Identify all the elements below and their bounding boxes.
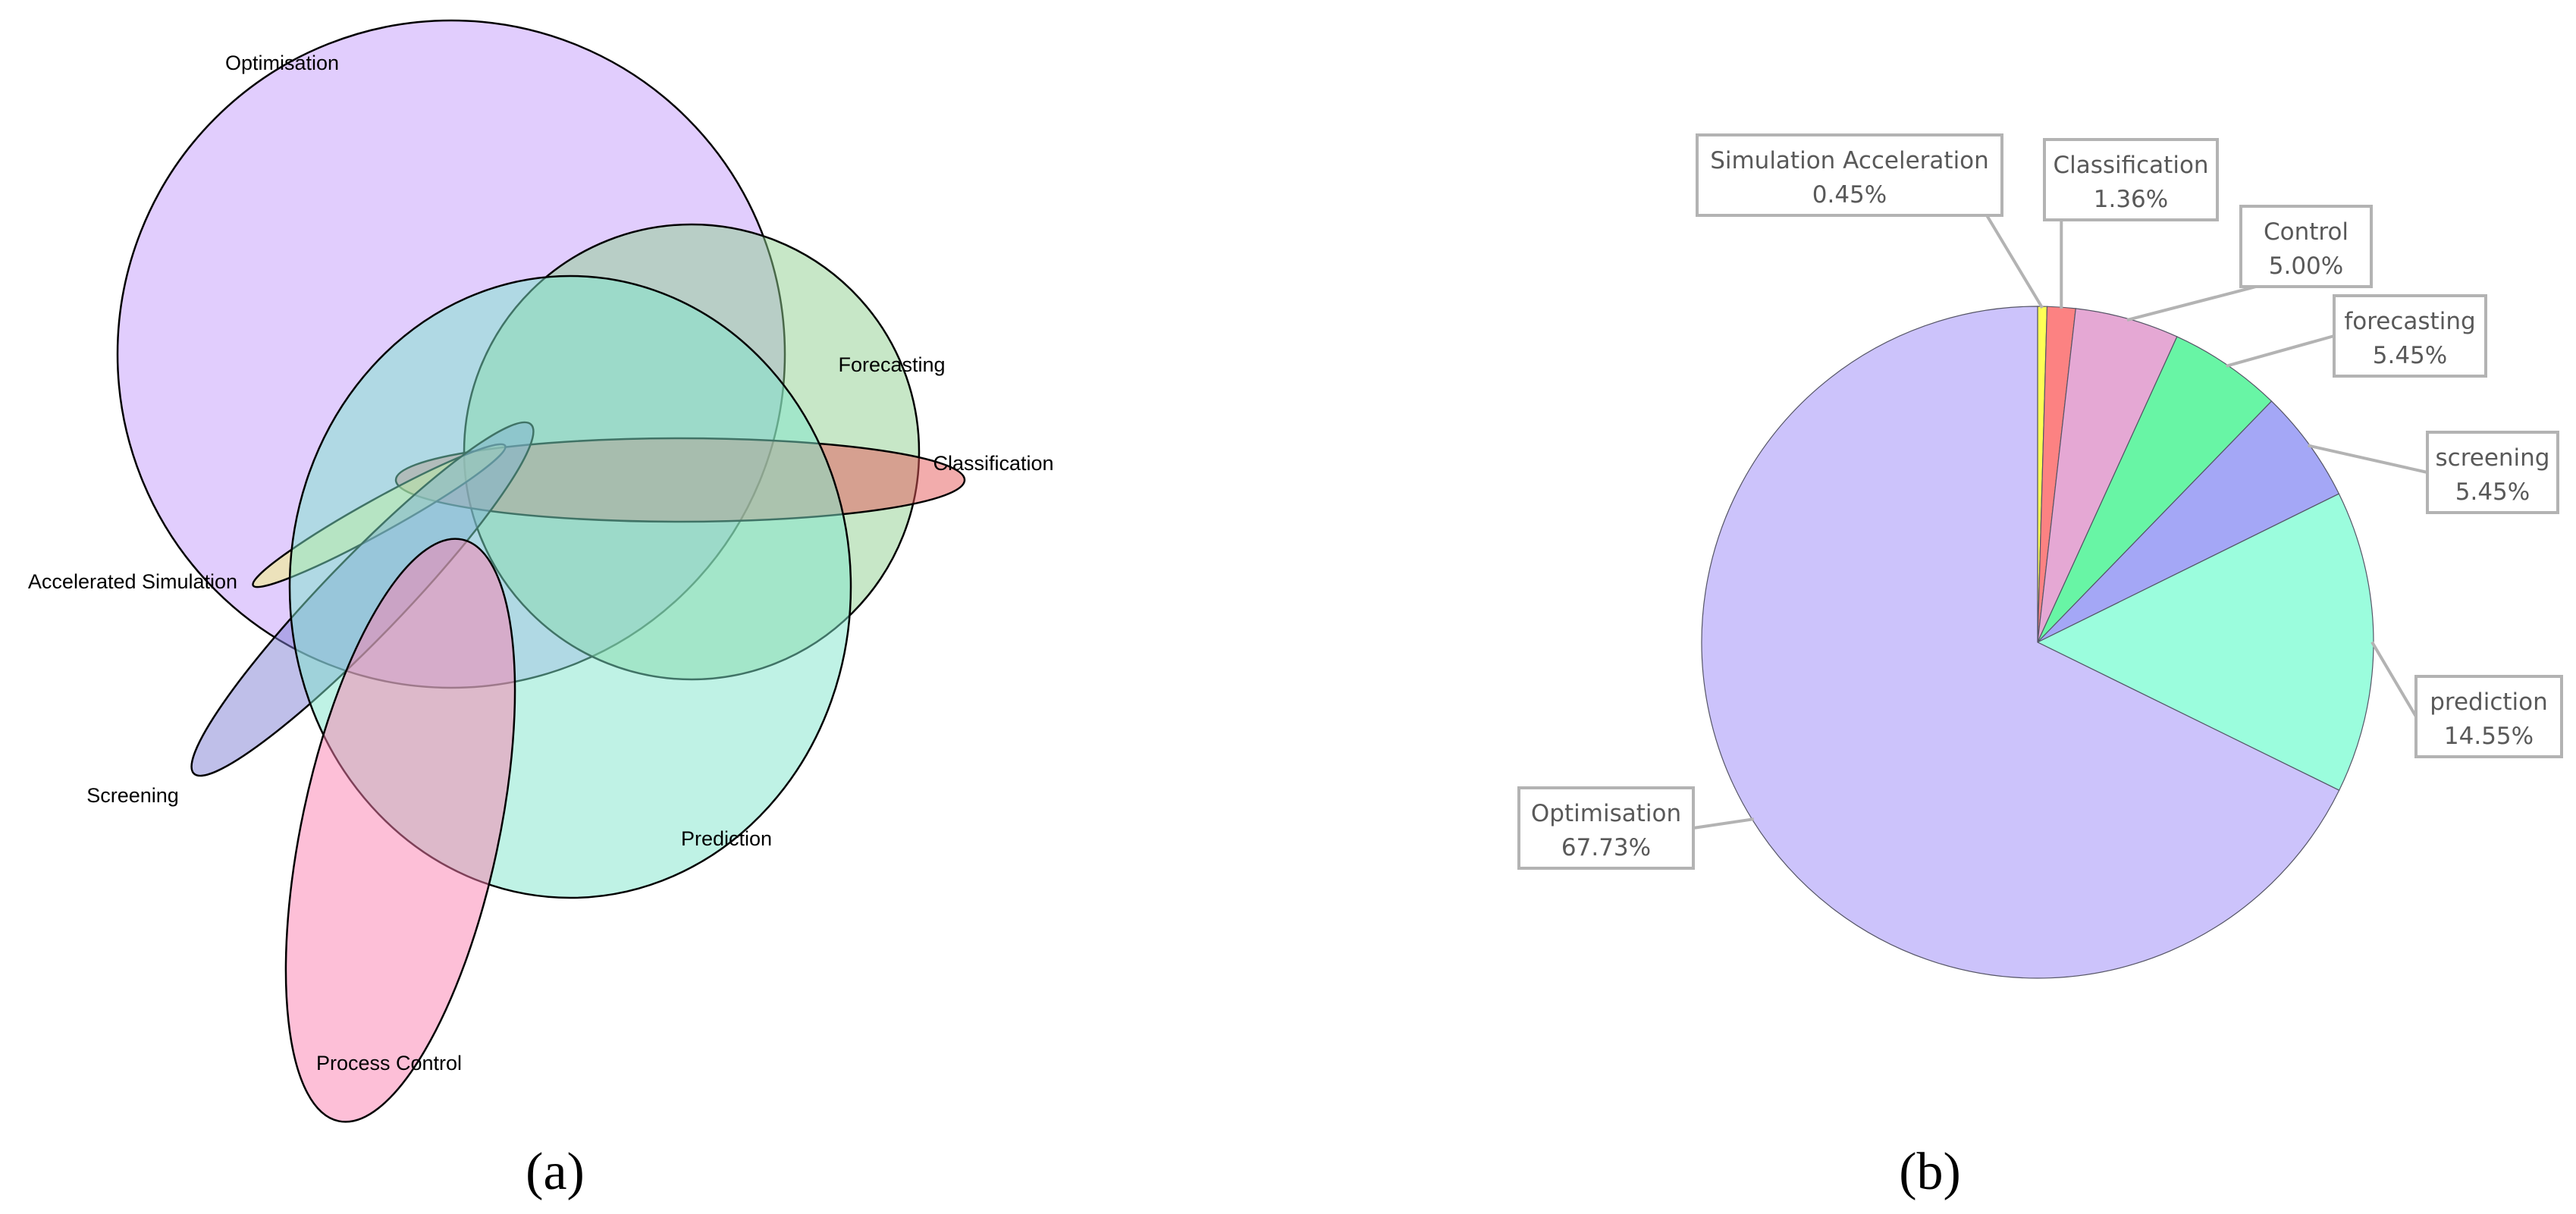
pie-slices — [1701, 306, 2374, 979]
pie-leader-optimisation — [1693, 817, 1754, 830]
pie-labels: Simulation Acceleration 0.45% Classificati… — [1517, 133, 2563, 870]
venn-shapes — [116, 19, 966, 1123]
pie-label-box — [2239, 205, 2373, 288]
pie-label-optimisation: Optimisation 67.73% — [1517, 786, 1695, 870]
venn-labels: Optimisation Forecasting Classification Acc… — [28, 52, 1054, 1074]
pie-label-percent: 5.00% — [2269, 253, 2343, 280]
venn-label-forecasting: Forecasting — [838, 353, 945, 376]
pie-label-classification: Classification 1.36% — [2043, 138, 2219, 221]
panel-b-label: (b) — [1899, 1143, 1961, 1201]
pie-label-prediction: prediction 14.55% — [2414, 675, 2563, 758]
pie-label-box — [2333, 294, 2487, 378]
pie-label-percent: 67.73% — [1561, 834, 1651, 861]
venn-set-process-control — [284, 538, 516, 1123]
pie-label-name: Classification — [2053, 152, 2208, 179]
venn-label-screening: Screening — [86, 784, 179, 807]
pie-label-name: Control — [2264, 218, 2349, 246]
pie-label-percent: 5.45% — [2455, 478, 2530, 506]
pie-leader-control — [2126, 285, 2257, 322]
pie-label-percent: 5.45% — [2373, 342, 2447, 369]
venn-label-optimisation: Optimisation — [225, 52, 339, 74]
pie-leader-prediction — [2370, 641, 2418, 718]
pie-leader-lines — [1693, 214, 2428, 830]
pie-label-box — [2426, 431, 2559, 514]
pie-leader-forecasting — [2226, 334, 2335, 368]
pie-label-box — [1517, 786, 1695, 870]
pie-leader-simulation-acceleration — [1985, 214, 2044, 309]
pie-label-forecasting: forecasting 5.45% — [2333, 294, 2487, 378]
venn-label-accelerated-simulation: Accelerated Simulation — [28, 570, 237, 593]
pie-label-name: Optimisation — [1531, 800, 1681, 827]
venn-diagram: Optimisation Forecasting Classification Acc… — [28, 19, 1054, 1123]
pie-label-box — [2043, 138, 2219, 221]
pie-label-simulation-acceleration: Simulation Acceleration 0.45% — [1696, 133, 2003, 217]
pie-chart: Simulation Acceleration 0.45% Classificati… — [1517, 133, 2563, 979]
pie-label-box — [1696, 133, 2003, 217]
pie-label-control: Control 5.00% — [2239, 205, 2373, 288]
venn-label-classification: Classification — [933, 452, 1053, 475]
pie-label-screening: screening 5.45% — [2426, 431, 2559, 514]
pie-label-name: screening — [2436, 444, 2550, 472]
pie-label-name: Simulation Acceleration — [1710, 147, 1989, 174]
venn-label-process-control: Process Control — [316, 1052, 462, 1074]
pie-label-percent: 1.36% — [2094, 186, 2168, 213]
pie-label-box — [2414, 675, 2563, 758]
pie-label-percent: 14.55% — [2444, 723, 2534, 750]
panel-a-label: (a) — [526, 1143, 585, 1201]
venn-label-prediction: Prediction — [681, 827, 772, 850]
pie-label-name: prediction — [2430, 689, 2548, 716]
pie-label-name: forecasting — [2344, 308, 2475, 335]
pie-leader-screening — [2308, 444, 2428, 474]
pie-label-percent: 0.45% — [1812, 181, 1887, 209]
